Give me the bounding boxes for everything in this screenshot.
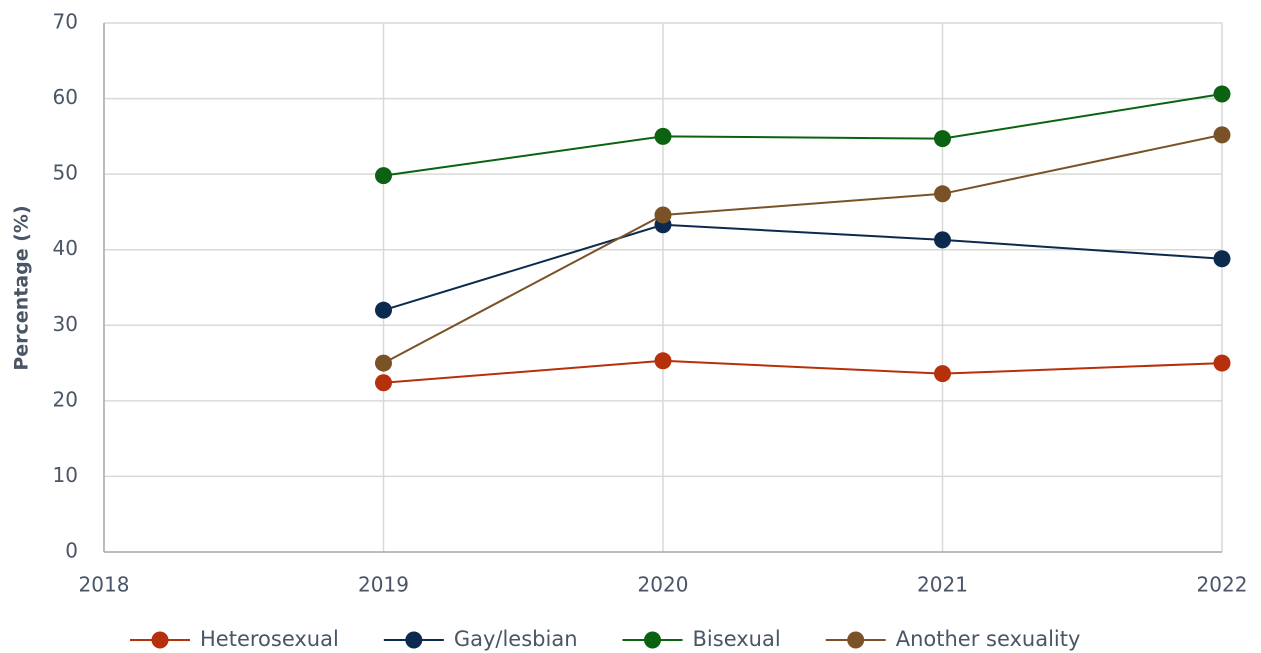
point <box>654 206 672 224</box>
x-tick-label: 2021 <box>917 573 968 597</box>
legend-marker <box>405 631 423 649</box>
point <box>1213 354 1231 372</box>
legend-marker <box>644 631 662 649</box>
point <box>375 301 392 319</box>
series-line <box>383 93 1223 177</box>
point <box>375 374 392 392</box>
point <box>934 231 951 249</box>
x-tick-label: 2018 <box>79 573 130 597</box>
y-tick-label: 70 <box>53 10 78 34</box>
legend-label: Bisexual <box>693 627 781 651</box>
x-tick-label: 2020 <box>638 573 689 597</box>
legend-label: Heterosexual <box>200 627 339 651</box>
point <box>1213 85 1231 103</box>
legend-marker <box>847 631 865 649</box>
y-tick-label: 0 <box>65 539 78 563</box>
series-line <box>383 223 1223 312</box>
series-line <box>383 359 1223 384</box>
point <box>375 167 392 185</box>
x-tick-label: 2022 <box>1197 573 1248 597</box>
point <box>934 365 951 383</box>
x-tick-label: 2019 <box>358 573 409 597</box>
point <box>934 185 951 203</box>
y-tick-label: 30 <box>53 312 78 336</box>
series-line <box>383 133 1223 364</box>
y-tick-label: 20 <box>53 387 78 411</box>
y-tick-label: 10 <box>53 463 78 487</box>
point <box>375 354 392 372</box>
point <box>934 130 951 148</box>
y-tick-label: 50 <box>53 161 78 185</box>
legend-marker <box>151 631 169 649</box>
y-tick-label: 40 <box>53 236 78 260</box>
y-axis-label: Percentage (%) <box>11 205 33 370</box>
point <box>1213 250 1231 268</box>
point <box>1213 126 1231 144</box>
legend-label: Gay/lesbian <box>454 627 578 651</box>
point <box>654 127 672 145</box>
point <box>654 352 672 370</box>
y-tick-label: 60 <box>53 85 78 109</box>
legend-label: Another sexuality <box>896 627 1081 651</box>
